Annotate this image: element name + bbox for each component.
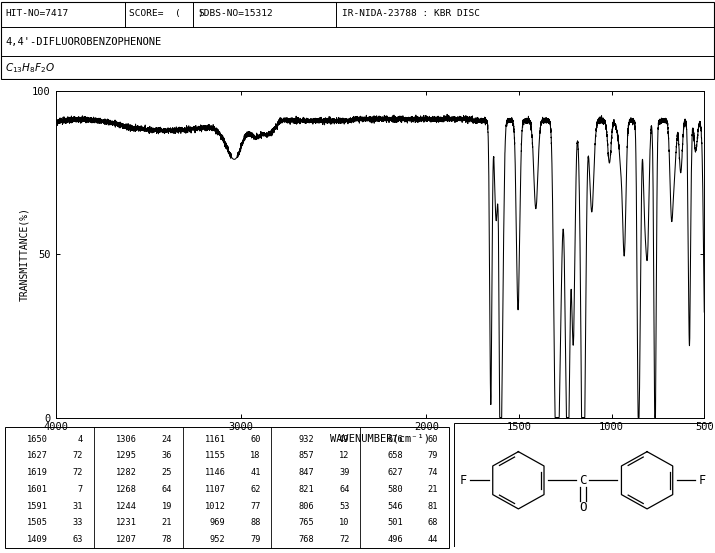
Text: 88: 88 bbox=[250, 518, 261, 527]
Text: 806: 806 bbox=[299, 502, 315, 510]
Text: 79: 79 bbox=[250, 535, 261, 544]
Text: SCORE=  (   ): SCORE= ( ) bbox=[129, 9, 204, 18]
Text: 31: 31 bbox=[73, 502, 83, 510]
Text: 53: 53 bbox=[339, 502, 350, 510]
Text: 676: 676 bbox=[388, 435, 403, 444]
Text: 496: 496 bbox=[388, 535, 403, 544]
Text: 64: 64 bbox=[339, 485, 350, 494]
Text: 64: 64 bbox=[162, 485, 172, 494]
Text: 1409: 1409 bbox=[27, 535, 48, 544]
Text: 4: 4 bbox=[78, 435, 83, 444]
Text: 1505: 1505 bbox=[27, 518, 48, 527]
Text: 1306: 1306 bbox=[116, 435, 137, 444]
Text: 952: 952 bbox=[209, 535, 226, 544]
Text: 1146: 1146 bbox=[204, 468, 226, 477]
Text: 78: 78 bbox=[162, 535, 172, 544]
Text: 1619: 1619 bbox=[27, 468, 48, 477]
Text: HIT-NO=7417: HIT-NO=7417 bbox=[5, 9, 68, 18]
Text: 81: 81 bbox=[428, 502, 438, 510]
Text: 19: 19 bbox=[162, 502, 172, 510]
Text: 768: 768 bbox=[299, 535, 315, 544]
Text: 1282: 1282 bbox=[116, 468, 137, 477]
Text: 44: 44 bbox=[428, 535, 438, 544]
Text: 33: 33 bbox=[73, 518, 83, 527]
Text: 932: 932 bbox=[299, 435, 315, 444]
Text: 77: 77 bbox=[250, 502, 261, 510]
Text: 49: 49 bbox=[339, 435, 350, 444]
Text: 969: 969 bbox=[209, 518, 226, 527]
Text: 24: 24 bbox=[162, 435, 172, 444]
Text: 1155: 1155 bbox=[204, 451, 226, 461]
Text: SDBS-NO=15312: SDBS-NO=15312 bbox=[199, 9, 274, 18]
Text: F: F bbox=[699, 474, 706, 487]
Text: 821: 821 bbox=[299, 485, 315, 494]
Text: O: O bbox=[579, 501, 586, 514]
Text: 765: 765 bbox=[299, 518, 315, 527]
Text: 1591: 1591 bbox=[27, 502, 48, 510]
Text: 21: 21 bbox=[162, 518, 172, 527]
Text: 63: 63 bbox=[73, 535, 83, 544]
Text: 1107: 1107 bbox=[204, 485, 226, 494]
Text: 60: 60 bbox=[250, 435, 261, 444]
Text: 658: 658 bbox=[388, 451, 403, 461]
Text: 72: 72 bbox=[73, 451, 83, 461]
Text: F: F bbox=[460, 474, 467, 487]
Text: 62: 62 bbox=[250, 485, 261, 494]
Text: 1207: 1207 bbox=[116, 535, 137, 544]
Y-axis label: TRANSMITTANCE(%): TRANSMITTANCE(%) bbox=[19, 207, 29, 301]
Text: 1012: 1012 bbox=[204, 502, 226, 510]
Text: 12: 12 bbox=[339, 451, 350, 461]
Text: 627: 627 bbox=[388, 468, 403, 477]
X-axis label: WAVENUMBER(cm⁻¹): WAVENUMBER(cm⁻¹) bbox=[330, 434, 430, 444]
Text: 1601: 1601 bbox=[27, 485, 48, 494]
Text: 72: 72 bbox=[73, 468, 83, 477]
Text: 18: 18 bbox=[250, 451, 261, 461]
Text: 580: 580 bbox=[388, 485, 403, 494]
Text: 79: 79 bbox=[428, 451, 438, 461]
Text: C: C bbox=[579, 474, 586, 487]
Text: 68: 68 bbox=[428, 518, 438, 527]
Text: 847: 847 bbox=[299, 468, 315, 477]
Text: 41: 41 bbox=[250, 468, 261, 477]
Text: 1244: 1244 bbox=[116, 502, 137, 510]
Text: 1627: 1627 bbox=[27, 451, 48, 461]
Text: 21: 21 bbox=[428, 485, 438, 494]
Text: 25: 25 bbox=[162, 468, 172, 477]
Text: 60: 60 bbox=[428, 435, 438, 444]
Text: 36: 36 bbox=[162, 451, 172, 461]
Text: IR-NIDA-23788 : KBR DISC: IR-NIDA-23788 : KBR DISC bbox=[342, 9, 480, 18]
Text: 10: 10 bbox=[339, 518, 350, 527]
Text: 546: 546 bbox=[388, 502, 403, 510]
Text: 1650: 1650 bbox=[27, 435, 48, 444]
Text: 1295: 1295 bbox=[116, 451, 137, 461]
Text: 857: 857 bbox=[299, 451, 315, 461]
Text: 72: 72 bbox=[339, 535, 350, 544]
Text: 39: 39 bbox=[339, 468, 350, 477]
Text: 4,4'-DIFLUOROBENZOPHENONE: 4,4'-DIFLUOROBENZOPHENONE bbox=[5, 36, 162, 46]
Text: 74: 74 bbox=[428, 468, 438, 477]
Text: 7: 7 bbox=[78, 485, 83, 494]
Text: $C_{13}H_8F_2O$: $C_{13}H_8F_2O$ bbox=[5, 61, 55, 75]
Text: 1231: 1231 bbox=[116, 518, 137, 527]
Text: 501: 501 bbox=[388, 518, 403, 527]
Text: 1268: 1268 bbox=[116, 485, 137, 494]
Bar bbox=[5, 427, 449, 547]
Text: 1161: 1161 bbox=[204, 435, 226, 444]
